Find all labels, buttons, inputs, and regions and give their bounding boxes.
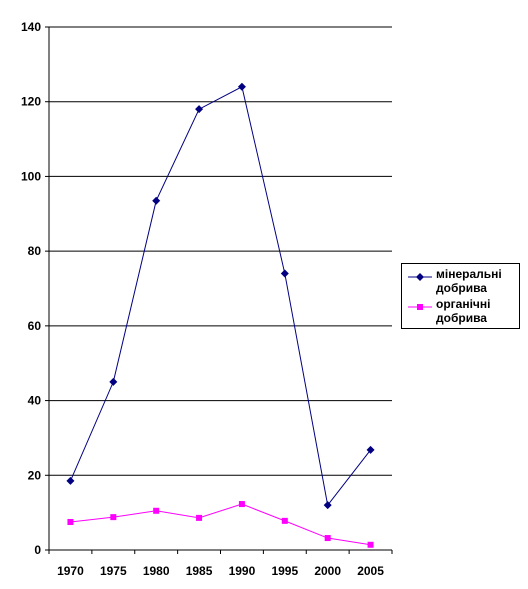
data-point: [324, 535, 331, 542]
legend-label-organic: органічні добрива: [436, 297, 491, 325]
series-group: [66, 82, 375, 548]
data-point: [109, 377, 118, 386]
x-tick-label-2005: 2005: [357, 564, 384, 578]
legend-marker-organic: [408, 304, 432, 310]
data-point: [196, 514, 203, 521]
x-tick-label-1980: 1980: [143, 564, 170, 578]
data-point: [280, 269, 289, 278]
series-line-1: [70, 503, 371, 546]
series-line-0: [69, 86, 371, 507]
y-tick-label-0: 0: [34, 543, 41, 557]
data-point: [366, 445, 375, 454]
legend-label-mineral: мінеральні добрива: [436, 267, 502, 295]
legend-marker-mineral: [408, 273, 432, 281]
data-point: [323, 501, 332, 510]
y-axis-ticks: 0 20 40 60 80 100 120 140: [21, 20, 49, 557]
x-tick-label-1985: 1985: [186, 564, 213, 578]
y-tick-label-140: 140: [21, 20, 41, 34]
x-tick-label-1995: 1995: [271, 564, 298, 578]
y-tick-label-120: 120: [21, 95, 41, 109]
gridlines: [49, 26, 392, 476]
data-point: [281, 517, 288, 524]
y-tick-label-100: 100: [21, 169, 41, 183]
legend: мінеральні добрива органічні добрива: [401, 263, 520, 329]
data-point: [153, 507, 160, 514]
series-0: [66, 82, 375, 510]
x-tick-label-1970: 1970: [57, 564, 84, 578]
x-tick-label-1990: 1990: [229, 564, 256, 578]
data-point: [238, 501, 245, 508]
data-point: [110, 514, 117, 521]
data-point: [152, 196, 161, 205]
axes: [48, 27, 392, 551]
data-point: [237, 82, 246, 91]
x-axis-ticks: 1970 1975 1980 1985 1990 1995 2000 2005: [48, 550, 393, 578]
data-point: [367, 541, 374, 548]
x-tick-label-1975: 1975: [100, 564, 127, 578]
data-point: [67, 518, 74, 525]
series-1: [67, 501, 374, 548]
y-tick-label-80: 80: [28, 244, 42, 258]
data-point: [195, 105, 204, 114]
y-tick-label-40: 40: [28, 394, 42, 408]
y-tick-label-20: 20: [28, 468, 42, 482]
data-point: [66, 476, 75, 485]
y-tick-label-60: 60: [28, 319, 42, 333]
x-tick-label-2000: 2000: [314, 564, 341, 578]
